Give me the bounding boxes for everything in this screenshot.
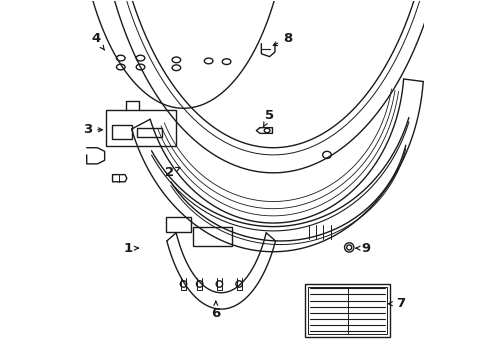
Bar — [112, 125, 131, 139]
Bar — [137, 128, 162, 137]
Bar — [192, 226, 231, 246]
Bar — [106, 110, 176, 146]
Bar — [305, 284, 389, 337]
Text: 2: 2 — [164, 166, 180, 179]
Text: 7: 7 — [387, 297, 404, 310]
Text: 6: 6 — [211, 301, 220, 320]
Bar — [308, 287, 386, 334]
Bar — [165, 217, 190, 232]
Text: 4: 4 — [91, 32, 104, 50]
Text: 9: 9 — [355, 242, 370, 255]
Text: 8: 8 — [273, 32, 291, 45]
Text: 5: 5 — [263, 109, 274, 127]
Text: 1: 1 — [123, 242, 138, 255]
Text: 3: 3 — [82, 123, 102, 136]
